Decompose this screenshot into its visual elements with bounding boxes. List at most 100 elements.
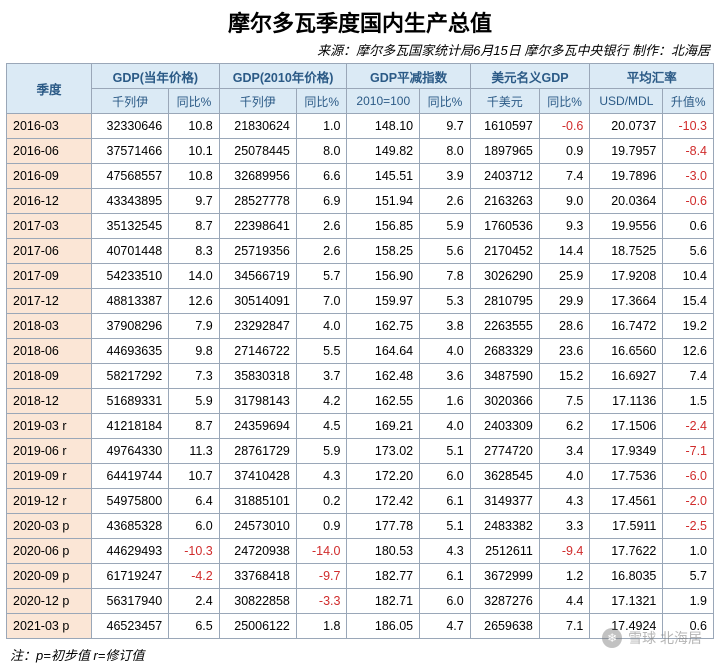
cell-value: 158.25 — [347, 239, 420, 264]
cell-value: 19.7896 — [590, 164, 663, 189]
cell-value: 46523457 — [92, 614, 169, 639]
cell-value: 5.9 — [169, 389, 220, 414]
cell-value: 4.0 — [420, 339, 471, 364]
cell-value: 9.7 — [420, 114, 471, 139]
cell-value: 0.6 — [663, 214, 714, 239]
cell-value: 2512611 — [470, 539, 539, 564]
cell-value: 10.4 — [663, 264, 714, 289]
cell-value: 159.97 — [347, 289, 420, 314]
cell-value: 43685328 — [92, 514, 169, 539]
cell-value: 47568557 — [92, 164, 169, 189]
cell-value: 19.7957 — [590, 139, 663, 164]
cell-value: 4.3 — [539, 489, 590, 514]
cell-value: 7.4 — [539, 164, 590, 189]
cell-value: 4.4 — [539, 589, 590, 614]
cell-value: -14.0 — [296, 539, 347, 564]
cell-value: 2.6 — [420, 189, 471, 214]
cell-value: 25719356 — [219, 239, 296, 264]
cell-value: 180.53 — [347, 539, 420, 564]
cell-value: 30822858 — [219, 589, 296, 614]
cell-value: 18.7525 — [590, 239, 663, 264]
cell-value: 148.10 — [347, 114, 420, 139]
group-0: GDP(当年价格) — [92, 64, 220, 89]
cell-quarter: 2016-03 — [7, 114, 92, 139]
cell-value: 172.42 — [347, 489, 420, 514]
cell-value: 17.5911 — [590, 514, 663, 539]
cell-value: 1760536 — [470, 214, 539, 239]
cell-value: 25006122 — [219, 614, 296, 639]
table-row: 2021-03 p465234576.5250061221.8186.054.7… — [7, 614, 714, 639]
table-row: 2020-12 p563179402.430822858-3.3182.716.… — [7, 589, 714, 614]
cell-quarter: 2019-09 r — [7, 464, 92, 489]
table-row: 2020-09 p61719247-4.233768418-9.7182.776… — [7, 564, 714, 589]
sub-0-0: 千列伊 — [92, 89, 169, 114]
cell-value: 7.8 — [420, 264, 471, 289]
cell-value: 11.3 — [169, 439, 220, 464]
cell-value: 61719247 — [92, 564, 169, 589]
cell-value: 19.2 — [663, 314, 714, 339]
table-row: 2017-06407014488.3257193562.6158.255.621… — [7, 239, 714, 264]
cell-value: 3026290 — [470, 264, 539, 289]
cell-value: 151.94 — [347, 189, 420, 214]
cell-value: 16.6927 — [590, 364, 663, 389]
cell-value: 182.71 — [347, 589, 420, 614]
table-row: 2020-06 p44629493-10.324720938-14.0180.5… — [7, 539, 714, 564]
table-row: 2018-12516893315.9317981434.2162.551.630… — [7, 389, 714, 414]
cell-value: 4.3 — [296, 464, 347, 489]
cell-value: 5.5 — [296, 339, 347, 364]
cell-quarter: 2020-06 p — [7, 539, 92, 564]
cell-value: 35132545 — [92, 214, 169, 239]
cell-quarter: 2016-12 — [7, 189, 92, 214]
sub-1-0: 千列伊 — [219, 89, 296, 114]
cell-value: 41218184 — [92, 414, 169, 439]
cell-value: 29.9 — [539, 289, 590, 314]
cell-value: 9.7 — [169, 189, 220, 214]
cell-value: 8.0 — [296, 139, 347, 164]
gdp-table: 季度 GDP(当年价格) GDP(2010年价格) GDP平减指数 美元名义GD… — [6, 63, 714, 639]
table-row: 2016-033233064610.8218306241.0148.109.71… — [7, 114, 714, 139]
cell-value: 1897965 — [470, 139, 539, 164]
cell-quarter: 2020-12 p — [7, 589, 92, 614]
cell-value: 6.5 — [169, 614, 220, 639]
cell-value: 2170452 — [470, 239, 539, 264]
cell-quarter: 2018-09 — [7, 364, 92, 389]
cell-value: -3.0 — [663, 164, 714, 189]
cell-value: 17.1506 — [590, 414, 663, 439]
cell-value: -8.4 — [663, 139, 714, 164]
cell-value: 16.6560 — [590, 339, 663, 364]
cell-value: 10.7 — [169, 464, 220, 489]
cell-value: 5.6 — [663, 239, 714, 264]
cell-value: 3149377 — [470, 489, 539, 514]
cell-value: 186.05 — [347, 614, 420, 639]
cell-value: 3.7 — [296, 364, 347, 389]
cell-value: 1610597 — [470, 114, 539, 139]
table-row: 2020-03 p436853286.0245730100.9177.785.1… — [7, 514, 714, 539]
source-line: 来源：摩尔多瓦国家统计局6月15日 摩尔多瓦中央银行 制作：北海居 — [6, 40, 714, 63]
cell-value: 5.9 — [420, 214, 471, 239]
cell-value: 4.0 — [296, 314, 347, 339]
cell-value: 22398641 — [219, 214, 296, 239]
cell-value: 17.7622 — [590, 539, 663, 564]
cell-value: -2.4 — [663, 414, 714, 439]
cell-value: 20.0737 — [590, 114, 663, 139]
cell-value: 32330646 — [92, 114, 169, 139]
cell-value: 1.6 — [420, 389, 471, 414]
cell-value: -9.7 — [296, 564, 347, 589]
cell-value: 3628545 — [470, 464, 539, 489]
cell-value: 2659638 — [470, 614, 539, 639]
cell-quarter: 2018-12 — [7, 389, 92, 414]
table-row: 2016-094756855710.8326899566.6145.513.92… — [7, 164, 714, 189]
cell-value: 2163263 — [470, 189, 539, 214]
cell-value: 17.9349 — [590, 439, 663, 464]
cell-value: 8.7 — [169, 414, 220, 439]
cell-value: 2263555 — [470, 314, 539, 339]
cell-value: 17.1321 — [590, 589, 663, 614]
cell-value: 15.2 — [539, 364, 590, 389]
cell-value: 4.0 — [420, 414, 471, 439]
cell-quarter: 2018-06 — [7, 339, 92, 364]
group-3: 美元名义GDP — [470, 64, 590, 89]
cell-value: 0.9 — [539, 139, 590, 164]
col-quarter: 季度 — [7, 64, 92, 114]
table-row: 2017-03351325458.7223986412.6156.855.917… — [7, 214, 714, 239]
table-row: 2019-03 r412181848.7243596944.5169.214.0… — [7, 414, 714, 439]
